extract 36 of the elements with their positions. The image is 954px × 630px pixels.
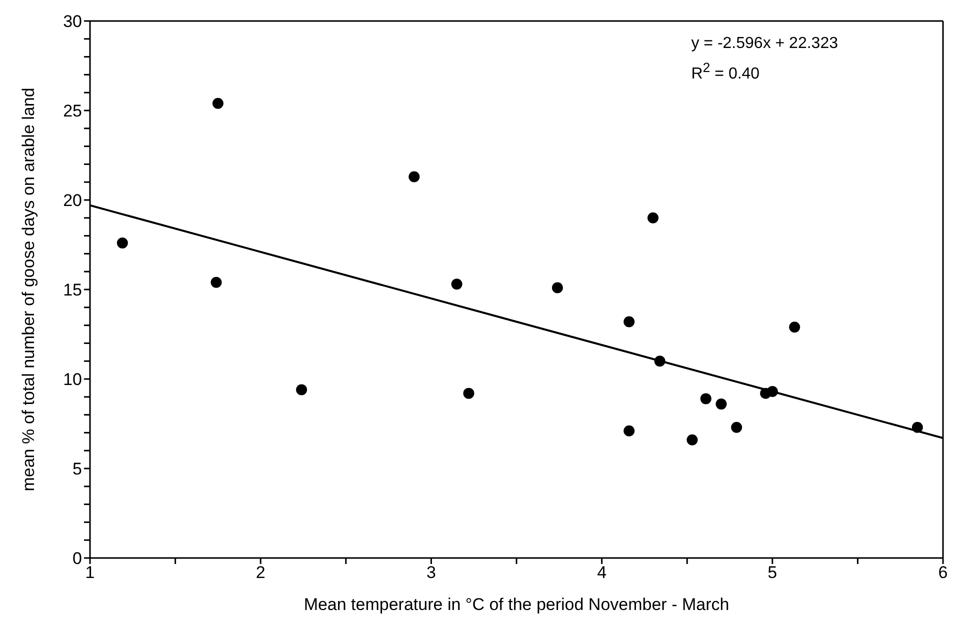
x-tick-label: 5	[768, 563, 778, 582]
x-axis-title: Mean temperature in °C of the period November - March	[304, 595, 730, 614]
y-tick-label: 10	[63, 370, 82, 390]
x-tick-label: 4	[597, 563, 607, 582]
y-tick-label: 5	[72, 460, 82, 479]
point	[912, 422, 923, 433]
point	[731, 422, 742, 433]
annotation: R$^{2}$ = 0.40	[691, 59, 761, 84]
y-tick-label: 15	[63, 280, 82, 300]
y-tick-label: 0	[72, 549, 82, 568]
x-tick-label: 6	[938, 563, 948, 582]
point	[212, 98, 224, 109]
x-tick-label: 2	[256, 563, 266, 582]
annotation: y = -2.596x + 22.323	[691, 34, 838, 54]
point	[686, 434, 698, 446]
point	[210, 276, 222, 288]
point	[624, 425, 635, 436]
x-tick-label: 1	[85, 563, 95, 582]
point	[408, 171, 420, 182]
point	[463, 388, 474, 399]
point	[766, 386, 778, 398]
point	[654, 356, 666, 367]
y-tick-label: 30	[63, 12, 82, 32]
point	[451, 278, 462, 290]
point	[552, 282, 563, 294]
point	[624, 316, 635, 328]
y-tick-label: 25	[63, 102, 82, 121]
point	[647, 212, 658, 224]
point	[116, 237, 128, 248]
point	[789, 322, 800, 333]
point	[716, 398, 727, 410]
y-tick-label: 20	[63, 191, 82, 210]
point	[700, 393, 712, 404]
x-tick-label: 3	[426, 563, 436, 582]
point	[296, 384, 308, 396]
y-axis-title: mean % of total number of goose days on arable land	[19, 88, 38, 492]
